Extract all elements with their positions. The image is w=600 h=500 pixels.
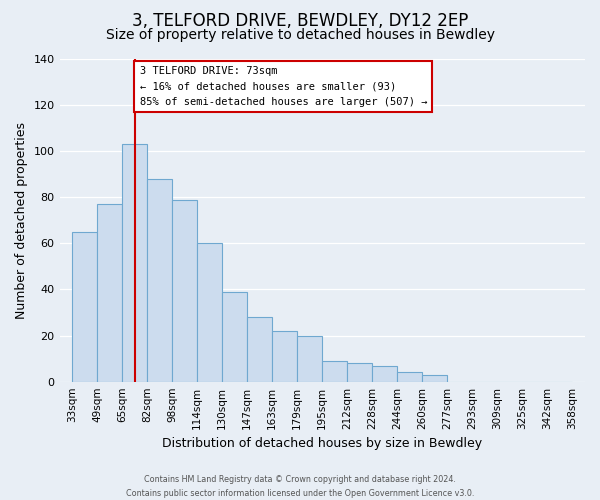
Bar <box>322 361 347 382</box>
Text: 3 TELFORD DRIVE: 73sqm
← 16% of detached houses are smaller (93)
85% of semi-det: 3 TELFORD DRIVE: 73sqm ← 16% of detached… <box>140 66 427 107</box>
Bar <box>247 317 272 382</box>
Bar <box>147 179 172 382</box>
Bar <box>72 232 97 382</box>
Bar <box>422 375 448 382</box>
Bar <box>222 292 247 382</box>
Bar <box>97 204 122 382</box>
Bar <box>397 372 422 382</box>
Text: Contains HM Land Registry data © Crown copyright and database right 2024.
Contai: Contains HM Land Registry data © Crown c… <box>126 476 474 498</box>
Text: Size of property relative to detached houses in Bewdley: Size of property relative to detached ho… <box>106 28 494 42</box>
Bar <box>197 244 222 382</box>
X-axis label: Distribution of detached houses by size in Bewdley: Distribution of detached houses by size … <box>162 437 482 450</box>
Bar <box>373 366 397 382</box>
Y-axis label: Number of detached properties: Number of detached properties <box>15 122 28 319</box>
Bar <box>272 331 297 382</box>
Text: 3, TELFORD DRIVE, BEWDLEY, DY12 2EP: 3, TELFORD DRIVE, BEWDLEY, DY12 2EP <box>132 12 468 30</box>
Bar <box>347 363 373 382</box>
Bar <box>172 200 197 382</box>
Bar <box>297 336 322 382</box>
Bar <box>122 144 147 382</box>
